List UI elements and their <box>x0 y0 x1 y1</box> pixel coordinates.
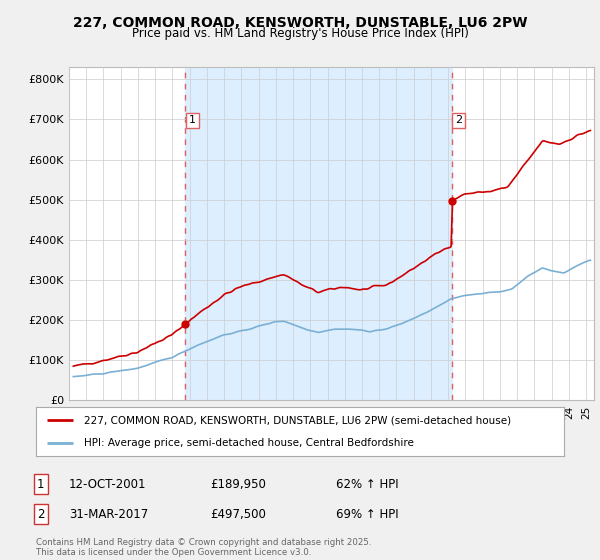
Text: 1: 1 <box>189 115 196 125</box>
Text: 69% ↑ HPI: 69% ↑ HPI <box>336 507 398 521</box>
Text: 227, COMMON ROAD, KENSWORTH, DUNSTABLE, LU6 2PW (semi-detached house): 227, COMMON ROAD, KENSWORTH, DUNSTABLE, … <box>83 416 511 426</box>
Text: £189,950: £189,950 <box>210 478 266 491</box>
Text: Price paid vs. HM Land Registry's House Price Index (HPI): Price paid vs. HM Land Registry's House … <box>131 27 469 40</box>
Text: HPI: Average price, semi-detached house, Central Bedfordshire: HPI: Average price, semi-detached house,… <box>83 438 413 448</box>
Text: 2: 2 <box>455 115 463 125</box>
Text: 227, COMMON ROAD, KENSWORTH, DUNSTABLE, LU6 2PW: 227, COMMON ROAD, KENSWORTH, DUNSTABLE, … <box>73 16 527 30</box>
Text: 1: 1 <box>37 478 44 491</box>
Text: £497,500: £497,500 <box>210 507 266 521</box>
Bar <box>185 67 452 400</box>
Text: 31-MAR-2017: 31-MAR-2017 <box>69 507 148 521</box>
Text: 62% ↑ HPI: 62% ↑ HPI <box>336 478 398 491</box>
Text: Contains HM Land Registry data © Crown copyright and database right 2025.
This d: Contains HM Land Registry data © Crown c… <box>36 538 371 557</box>
Text: 2: 2 <box>37 507 44 521</box>
Text: 12-OCT-2001: 12-OCT-2001 <box>69 478 146 491</box>
